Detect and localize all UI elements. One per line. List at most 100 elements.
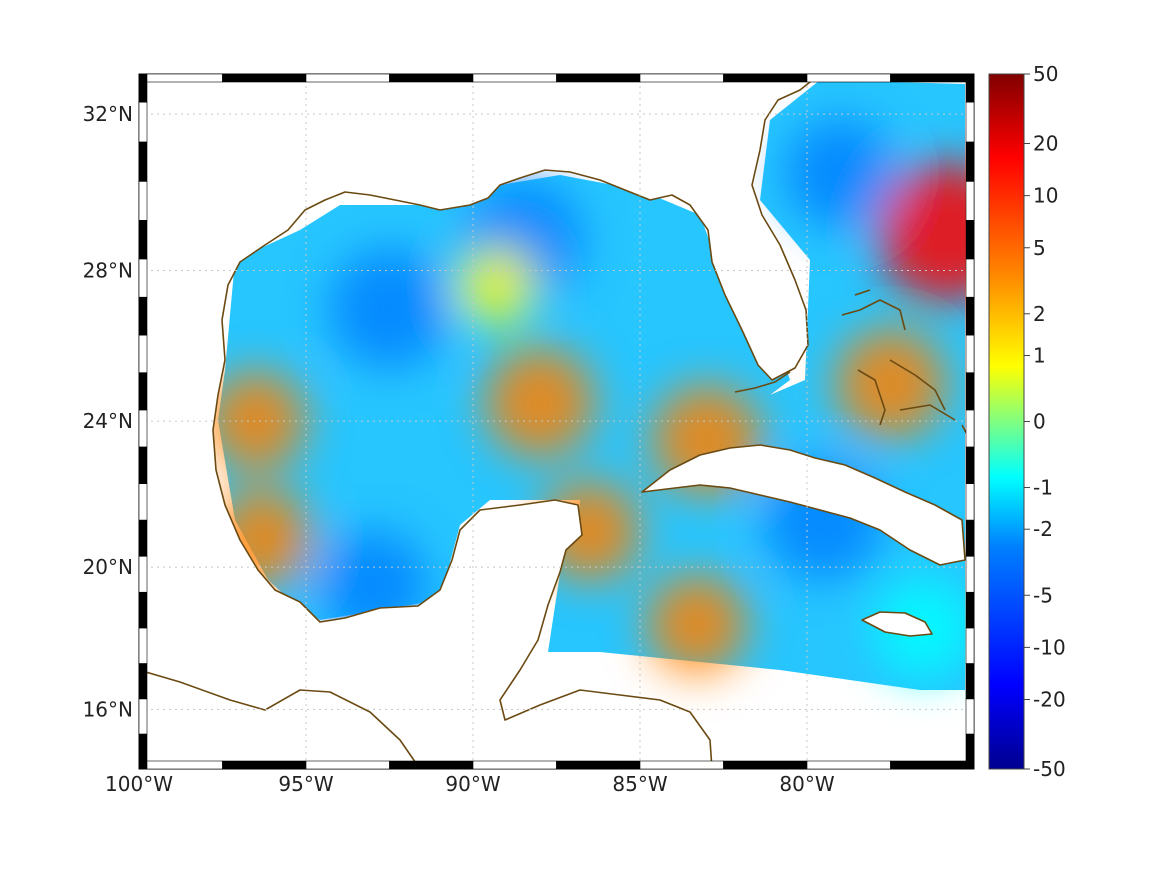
- bahamas-islands: [841, 289, 956, 426]
- frame-segment-right: [965, 181, 975, 221]
- colorbar-tick-label: 0: [1033, 410, 1046, 434]
- frame-segment-right: [965, 258, 975, 298]
- frame-segment-bottom: [305, 760, 390, 770]
- frame-segment-right: [965, 663, 975, 700]
- frame-segment-left: [138, 101, 148, 143]
- frame-segment-right: [965, 483, 975, 521]
- frame-segment-left: [138, 483, 148, 521]
- x-tick-label: 85°W: [612, 772, 667, 796]
- frame-segment-right: [965, 733, 975, 770]
- colorbar-tick-label: 20: [1033, 132, 1058, 156]
- anomaly-georgia-shelf-low: [785, 118, 896, 229]
- anomaly-loop-current-high: [456, 245, 537, 326]
- y-tick-label: 24°N: [83, 409, 133, 433]
- colorbar-tick-label: -50: [1033, 757, 1066, 781]
- colorbar-tick-label: 50: [1033, 62, 1058, 86]
- frame-segment-bottom: [389, 760, 474, 770]
- frame-segment-top: [639, 73, 724, 83]
- anomaly-atlantic-east-high: [877, 161, 974, 302]
- frame-segment-top: [472, 73, 557, 83]
- y-tick-label: 32°N: [83, 102, 133, 126]
- data-field: [205, 80, 974, 690]
- frame-segment-right: [965, 555, 975, 593]
- y-tick-label: 16°N: [83, 697, 133, 721]
- x-tick-label: 100°W: [105, 772, 173, 796]
- x-tick-label: 90°W: [445, 772, 500, 796]
- colorbar-tick-label: -5: [1033, 583, 1053, 607]
- frame-segment-bottom: [222, 760, 307, 770]
- graticule: [139, 74, 974, 769]
- coastlines: [139, 74, 971, 769]
- colorbar-tick-label: 10: [1033, 184, 1058, 208]
- colorbar-tick-label: -10: [1033, 635, 1066, 659]
- frame-segment-top: [890, 73, 975, 83]
- frame-segment-left: [138, 591, 148, 629]
- frame-segment-left: [138, 663, 148, 700]
- axis-labels: 100°W 95°W 90°W 85°W 80°W 32°N 28°N 24°N 20°N 16°…: [83, 102, 835, 796]
- anomaly-caribbean-high: [646, 574, 747, 675]
- frame-segment-top: [305, 73, 390, 83]
- frame-segment-right: [965, 372, 975, 411]
- frame-segment-right: [965, 627, 975, 664]
- anomaly-bahamas-high: [835, 328, 946, 439]
- anomaly-central-gulf-high: [484, 347, 595, 458]
- frame-segment-bottom: [806, 760, 891, 770]
- colorbar-tick-label: -1: [1033, 476, 1053, 500]
- frame-segment-left: [138, 73, 148, 103]
- frame-segment-top: [723, 73, 808, 83]
- frame-segment-left: [138, 141, 148, 182]
- frame-segment-left: [138, 698, 148, 735]
- frame-segment-right: [965, 220, 975, 260]
- colorbar-tick-label: 2: [1033, 302, 1046, 326]
- frame-segment-right: [965, 446, 975, 484]
- frame-segment-bottom: [472, 760, 557, 770]
- frame-segment-top: [556, 73, 641, 83]
- frame-segment-top: [389, 73, 474, 83]
- frame-segment-right: [965, 334, 975, 373]
- frame-segment-right: [965, 73, 975, 103]
- north-america-land: [139, 74, 821, 769]
- cuba-land: [641, 444, 966, 566]
- frame-segment-left: [138, 519, 148, 557]
- frame-segment-left: [138, 446, 148, 484]
- frame-segment-left: [138, 733, 148, 770]
- ocean-field-layer: [205, 80, 974, 690]
- frame-segment-right: [965, 698, 975, 735]
- frame-segment-right: [965, 141, 975, 182]
- frame-segment-top: [138, 73, 223, 83]
- frame-segment-left: [138, 555, 148, 593]
- central-america-coast: [139, 669, 421, 769]
- frame-segment-left: [138, 409, 148, 448]
- frame-segment-bottom: [639, 760, 724, 770]
- frame-segment-bottom: [138, 760, 223, 770]
- frame-segment-bottom: [890, 760, 975, 770]
- frame-segment-top: [222, 73, 307, 83]
- frame-segment-bottom: [556, 760, 641, 770]
- anomaly-central-west-gulf-low: [329, 248, 450, 369]
- colorbar-tick-label: -2: [1033, 517, 1053, 541]
- anomaly-blobs: [205, 118, 974, 678]
- frame-segment-left: [138, 296, 148, 336]
- frame-segment-right: [965, 101, 975, 143]
- frame-segment-bottom: [723, 760, 808, 770]
- colorbar-tick-label: -20: [1033, 688, 1066, 712]
- x-tick-label: 95°W: [278, 772, 333, 796]
- frame-segment-right: [965, 519, 975, 557]
- colorbar-tick-label: 5: [1033, 236, 1046, 260]
- frame-segment-right: [965, 591, 975, 629]
- y-tick-label: 28°N: [83, 258, 133, 282]
- map-frame: [138, 73, 975, 770]
- frame-segment-left: [138, 334, 148, 373]
- frame-segment-left: [138, 181, 148, 221]
- colorbar-tick-label: 1: [1033, 343, 1046, 367]
- frame-segment-right: [965, 409, 975, 448]
- frame-segment-top: [806, 73, 891, 83]
- frame-segment-left: [138, 220, 148, 260]
- y-tick-label: 20°N: [83, 555, 133, 579]
- frame-segment-left: [138, 627, 148, 664]
- frame-segment-left: [138, 372, 148, 411]
- florida-keys: [734, 371, 791, 393]
